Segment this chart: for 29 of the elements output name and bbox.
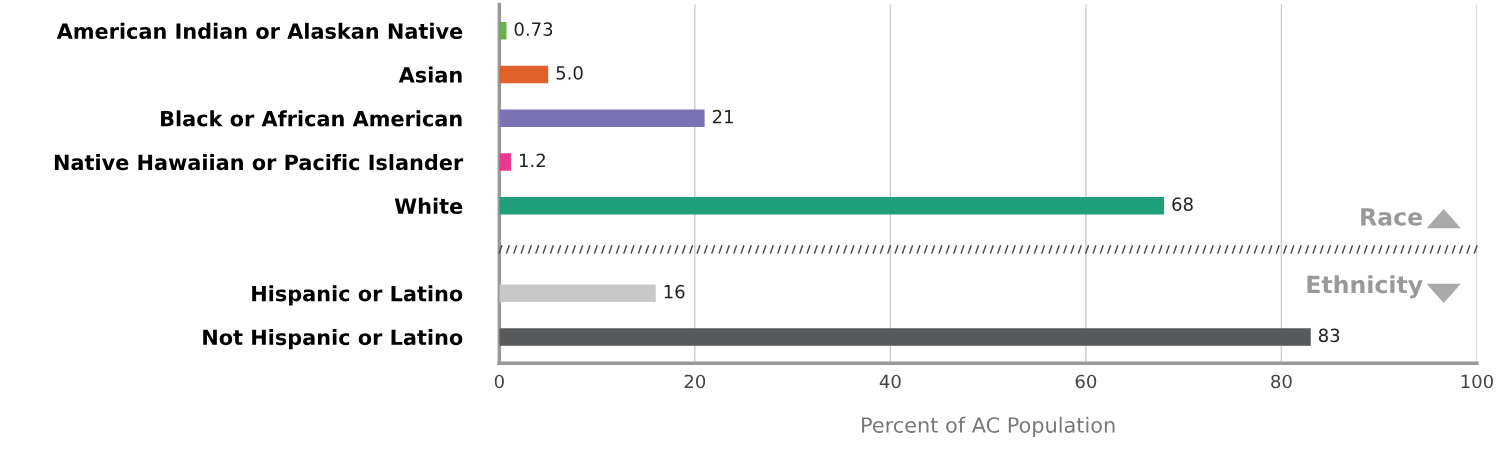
- y-tick-label: White: [394, 197, 463, 214]
- bar: [499, 284, 656, 302]
- x-tick-label: 0: [494, 374, 504, 389]
- y-tick-label: Not Hispanic or Latino: [203, 329, 463, 350]
- data-label: 0.73: [514, 22, 553, 37]
- x-axis-title: Percent of AC Population: [862, 416, 1115, 437]
- y-tick-label: Native Hawaiian or Pacific Islander: [54, 154, 464, 171]
- y-tick-label: Asian: [398, 66, 462, 83]
- x-tick-label: 80: [1271, 374, 1292, 389]
- data-label: 1.2: [519, 153, 545, 167]
- data-label: 5.0: [556, 66, 583, 80]
- bar: [499, 196, 1165, 215]
- y-tick-label: Black or African American: [161, 110, 462, 127]
- data-label: 83: [1318, 328, 1340, 343]
- annotation: Race: [1361, 208, 1423, 226]
- bar: [499, 153, 512, 171]
- y-tick-label: Hispanic or Latino: [252, 285, 463, 306]
- bar: [499, 65, 549, 84]
- bar: [499, 109, 705, 128]
- data-label: 68: [1172, 197, 1193, 211]
- data-label: 21: [712, 109, 733, 124]
- bar: [499, 328, 1311, 346]
- y-tick-label: American Indian or Alaskan Native: [56, 22, 463, 39]
- x-tick-label: 40: [879, 374, 901, 389]
- x-tick-label: 100: [1461, 374, 1493, 389]
- x-tick-label: 60: [1075, 374, 1097, 389]
- annotation: Ethnicity: [1307, 275, 1423, 299]
- data-label: 16: [664, 284, 685, 299]
- x-tick-label: 20: [684, 374, 706, 389]
